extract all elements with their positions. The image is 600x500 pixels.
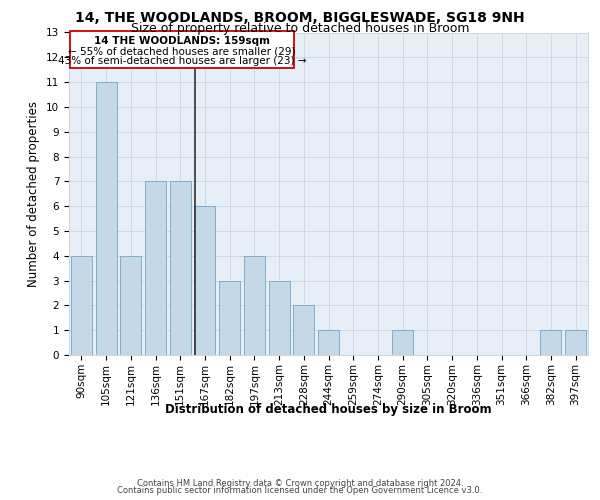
Bar [170,182,191,355]
Bar [71,256,92,355]
Bar [269,280,290,355]
Text: Contains public sector information licensed under the Open Government Licence v3: Contains public sector information licen… [118,486,482,495]
Bar [194,206,215,355]
Text: ← 55% of detached houses are smaller (29): ← 55% of detached houses are smaller (29… [68,46,296,56]
Bar [392,330,413,355]
Bar [95,82,116,355]
Bar [318,330,339,355]
Bar [565,330,586,355]
Text: 43% of semi-detached houses are larger (23) →: 43% of semi-detached houses are larger (… [58,56,307,66]
Bar [293,306,314,355]
Text: Distribution of detached houses by size in Broom: Distribution of detached houses by size … [166,402,492,415]
Bar [219,280,240,355]
Text: Size of property relative to detached houses in Broom: Size of property relative to detached ho… [131,22,469,35]
Bar [244,256,265,355]
Bar [120,256,141,355]
Text: 14 THE WOODLANDS: 159sqm: 14 THE WOODLANDS: 159sqm [94,36,270,46]
Text: Contains HM Land Registry data © Crown copyright and database right 2024.: Contains HM Land Registry data © Crown c… [137,478,463,488]
Bar [541,330,562,355]
Y-axis label: Number of detached properties: Number of detached properties [28,101,40,287]
Bar [145,182,166,355]
FancyBboxPatch shape [70,32,294,68]
Text: 14, THE WOODLANDS, BROOM, BIGGLESWADE, SG18 9NH: 14, THE WOODLANDS, BROOM, BIGGLESWADE, S… [75,11,525,25]
